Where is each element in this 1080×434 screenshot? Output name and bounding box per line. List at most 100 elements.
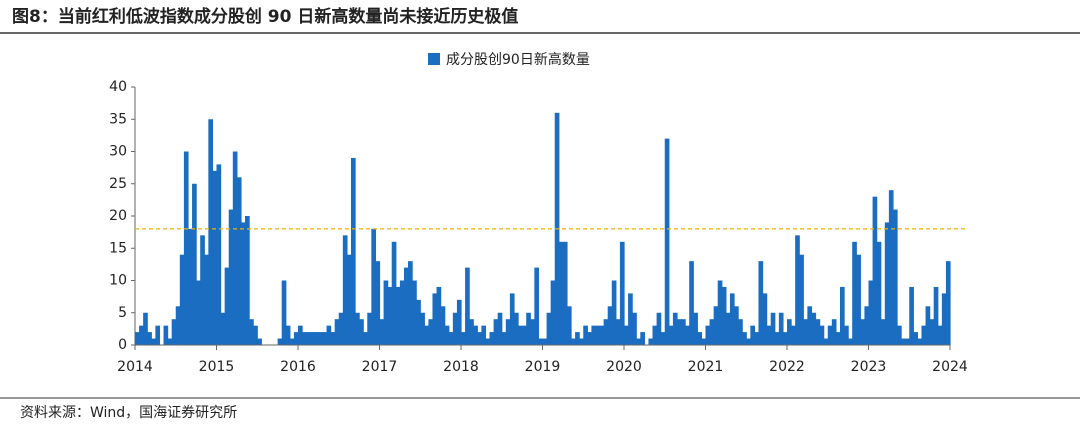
- bar: [664, 138, 670, 345]
- bar: [395, 286, 401, 345]
- bar: [342, 235, 348, 345]
- bar: [892, 209, 898, 345]
- bar: [917, 338, 923, 345]
- bar: [738, 319, 743, 345]
- bar: [860, 319, 866, 345]
- bar: [587, 332, 592, 345]
- bar: [766, 325, 772, 345]
- bar: [872, 196, 878, 345]
- bar: [436, 286, 442, 345]
- bar: [937, 325, 943, 345]
- bar: [216, 164, 222, 345]
- bar: [245, 216, 250, 345]
- bar: [444, 325, 450, 345]
- x-tick-label: 2024: [932, 359, 968, 375]
- bar: [293, 332, 299, 345]
- bar: [685, 325, 690, 345]
- bar: [819, 325, 825, 345]
- bar: [187, 228, 193, 345]
- bar: [787, 319, 792, 345]
- bar: [147, 332, 152, 345]
- bar: [941, 293, 947, 345]
- bar: [876, 241, 882, 345]
- bar: [864, 306, 870, 345]
- bar: [236, 177, 242, 345]
- bar: [913, 332, 918, 345]
- bar: [880, 319, 886, 345]
- bar: [619, 241, 625, 345]
- bar: [795, 235, 800, 345]
- bar: [909, 286, 914, 345]
- bar: [754, 332, 760, 345]
- bar: [701, 338, 707, 345]
- bar: [746, 338, 751, 345]
- bar: [224, 267, 230, 345]
- bar: [420, 312, 425, 345]
- bar: [509, 293, 515, 345]
- bar: [925, 306, 931, 345]
- bar: [461, 332, 466, 345]
- bar: [672, 312, 678, 345]
- bar: [285, 325, 291, 345]
- bar: [228, 209, 234, 345]
- bar: [839, 286, 845, 345]
- bar: [897, 325, 902, 345]
- bar: [856, 254, 861, 345]
- y-tick-label: 5: [118, 305, 127, 321]
- bar: [452, 312, 458, 345]
- x-tick-label: 2021: [688, 359, 724, 375]
- y-tick-label: 0: [118, 337, 127, 353]
- bar: [583, 325, 588, 345]
- bar: [725, 312, 731, 345]
- bar: [513, 312, 519, 345]
- bar: [628, 293, 633, 345]
- bar: [367, 312, 372, 345]
- bar: [546, 312, 552, 345]
- bar: [428, 319, 434, 345]
- bar: [249, 319, 254, 345]
- bar: [713, 306, 719, 345]
- y-tick-label: 35: [109, 111, 127, 127]
- bar: [403, 267, 409, 345]
- bar: [562, 241, 568, 345]
- bar: [705, 325, 711, 345]
- bar: [550, 280, 556, 345]
- bar: [530, 319, 535, 345]
- bar: [338, 312, 344, 345]
- bar: [306, 332, 311, 345]
- bar: [501, 332, 507, 345]
- bar: [399, 280, 405, 345]
- bar: [212, 170, 218, 345]
- bar: [811, 312, 817, 345]
- bar: [595, 325, 601, 345]
- bar: [844, 325, 849, 345]
- x-tick-label: 2014: [117, 359, 153, 375]
- bar: [624, 325, 629, 345]
- bar: [636, 338, 641, 345]
- bar: [905, 338, 910, 345]
- bar: [632, 312, 637, 345]
- bar: [493, 319, 499, 345]
- x-tick-label: 2016: [280, 359, 316, 375]
- bar: [375, 261, 381, 345]
- x-tick-label: 2018: [443, 359, 479, 375]
- bar: [933, 286, 939, 345]
- bar: [469, 319, 474, 345]
- bar: [852, 241, 857, 345]
- bar: [668, 325, 674, 345]
- bar: [660, 332, 666, 345]
- bar: [289, 338, 295, 345]
- bar: [326, 325, 332, 345]
- bar: [334, 319, 340, 345]
- bar: [167, 338, 173, 345]
- bar: [208, 119, 214, 345]
- bar: [807, 306, 813, 345]
- bar: [253, 325, 258, 345]
- y-tick-label: 20: [109, 208, 127, 224]
- bar: [257, 338, 262, 345]
- bar: [183, 151, 189, 345]
- bar: [281, 280, 287, 345]
- bar: [363, 332, 368, 345]
- y-tick-label: 40: [109, 79, 127, 95]
